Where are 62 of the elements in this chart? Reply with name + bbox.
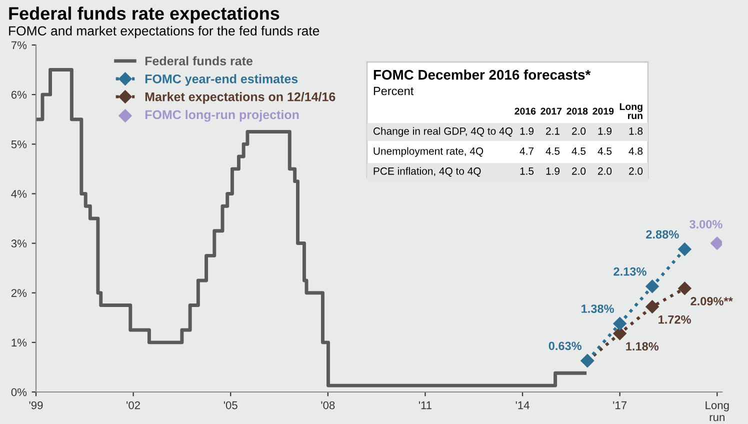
x-tick-label: '02 bbox=[126, 401, 140, 410]
annotation: 2017 bbox=[540, 108, 562, 115]
point bbox=[678, 242, 692, 256]
annotation: 4.5 bbox=[572, 148, 586, 155]
y-tick-label: 2% bbox=[11, 289, 27, 297]
x-tick-label: '05 bbox=[224, 401, 238, 410]
x-tick-label: '17 bbox=[613, 401, 627, 410]
point bbox=[646, 300, 659, 314]
annotation: 2018 bbox=[566, 108, 588, 115]
x-tick-label: '11 bbox=[418, 401, 432, 410]
annotation: FOMC December 2016 forecasts* bbox=[374, 70, 591, 80]
data-label: 0.63% bbox=[548, 342, 582, 350]
y-tick-label: 4% bbox=[11, 190, 27, 198]
annotation: Unemployment rate, 4Q bbox=[374, 147, 484, 157]
y-tick-label: 6% bbox=[11, 90, 27, 99]
legend-label: Federal funds rate bbox=[145, 56, 253, 66]
annotation: 2.0 bbox=[572, 167, 586, 175]
point bbox=[678, 282, 692, 295]
annotation: 2.0 bbox=[598, 167, 612, 175]
data-label: 2.13% bbox=[614, 267, 646, 276]
annotation: 2.0 bbox=[572, 127, 586, 135]
annotation: PCE inflation, 4Q to 4Q bbox=[374, 167, 481, 177]
point bbox=[613, 317, 626, 330]
annotation: 1.9 bbox=[598, 127, 612, 135]
annotation: 2.1 bbox=[546, 127, 560, 135]
annotation: 4.5 bbox=[546, 148, 560, 155]
data-label: 1.38% bbox=[582, 304, 614, 313]
data-label: 3.00% bbox=[689, 220, 722, 228]
annotation: 4.8 bbox=[628, 147, 643, 155]
annotation: 1.9 bbox=[546, 167, 560, 175]
annotation: 2019 bbox=[592, 108, 614, 115]
point bbox=[613, 326, 626, 340]
data-label: 1.18% bbox=[626, 342, 659, 351]
annotation: 2016 bbox=[514, 108, 536, 115]
data-label: 2.09%** bbox=[690, 297, 733, 306]
annotation: 1.8 bbox=[629, 127, 643, 135]
y-tick-label: 3% bbox=[11, 240, 27, 248]
point bbox=[710, 236, 722, 250]
legend-label: FOMC long-run projection bbox=[145, 110, 299, 122]
legend-label: FOMC year-end estimates bbox=[145, 74, 298, 86]
annotation: Change in real GDP, 4Q to 4Q bbox=[374, 127, 512, 137]
legend-label: Market expectations on 12/14/16 bbox=[145, 92, 336, 104]
y-tick-label: 7% bbox=[11, 41, 27, 50]
x-tick-label: '14 bbox=[516, 401, 530, 410]
annotation: Percent bbox=[374, 86, 414, 96]
chart-title: Federal funds rate expectations bbox=[9, 6, 280, 24]
data-label: 1.72% bbox=[658, 315, 691, 324]
annotation: Long run bbox=[620, 103, 642, 120]
annotation: 2.0 bbox=[629, 167, 643, 175]
annotation: 1.5 bbox=[520, 168, 534, 175]
y-tick-label: 0% bbox=[11, 388, 27, 396]
chart-subtitle: FOMC and market expectations for the fed funds rate bbox=[9, 26, 320, 38]
point bbox=[646, 280, 659, 293]
data-label: 2.88% bbox=[646, 230, 679, 239]
y-tick-label: 1% bbox=[12, 338, 27, 347]
x-tick-label: '08 bbox=[321, 401, 335, 410]
y-tick-label: 5% bbox=[11, 140, 27, 148]
annotation: 4.5 bbox=[598, 148, 612, 155]
x-tick-label: Long run bbox=[706, 401, 729, 422]
annotation: 4.7 bbox=[520, 148, 534, 155]
annotation: 1.9 bbox=[520, 127, 534, 135]
x-tick-label: '99 bbox=[29, 401, 43, 410]
